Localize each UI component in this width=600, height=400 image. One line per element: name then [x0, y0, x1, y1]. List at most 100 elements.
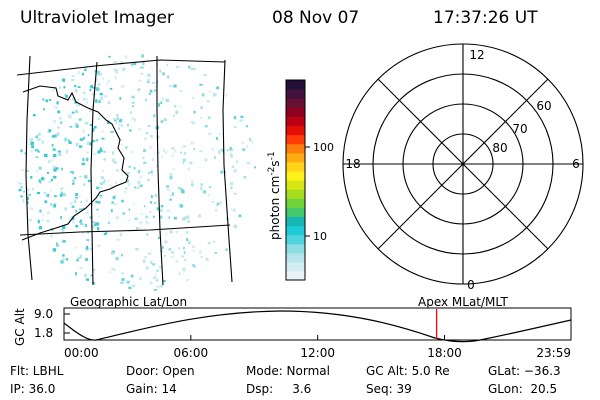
emission-speckle [72, 177, 75, 181]
emission-speckle [77, 71, 80, 75]
emission-speckle [96, 87, 100, 91]
emission-speckle [144, 256, 147, 258]
emission-speckle [67, 217, 70, 220]
emission-speckle [189, 161, 193, 165]
colorbar-cell [286, 170, 305, 181]
emission-speckle [193, 265, 197, 268]
emission-speckle [115, 239, 120, 241]
emission-speckle [132, 101, 135, 104]
emission-speckle [147, 125, 151, 127]
emission-speckle [149, 211, 152, 214]
emission-speckle [151, 173, 154, 176]
emission-speckle [188, 167, 190, 171]
emission-speckle [79, 208, 83, 211]
emission-speckle [82, 129, 85, 133]
emission-speckle [52, 88, 55, 91]
emission-speckle [83, 98, 86, 101]
emission-speckle [125, 179, 129, 183]
emission-speckle [53, 202, 57, 206]
emission-speckle [199, 186, 203, 191]
emission-speckle [56, 244, 60, 247]
emission-speckle [51, 144, 54, 147]
emission-speckle [26, 200, 29, 205]
emission-speckle [130, 111, 132, 114]
emission-speckle [73, 199, 76, 203]
emission-speckle [82, 157, 85, 161]
emission-speckle [207, 116, 211, 120]
emission-speckle [154, 201, 157, 205]
emission-speckle [78, 118, 82, 121]
emission-speckle [203, 74, 207, 77]
emission-speckle [66, 149, 68, 154]
emission-speckle [115, 257, 119, 261]
emission-speckle [194, 67, 196, 70]
emission-speckle [102, 169, 105, 172]
emission-speckle [214, 156, 216, 159]
emission-speckle [94, 223, 96, 227]
emission-speckle [131, 274, 134, 278]
emission-speckle [147, 78, 150, 83]
emission-speckle [152, 215, 155, 218]
emission-speckle [201, 93, 205, 97]
emission-speckle [53, 153, 57, 158]
emission-speckle [172, 192, 174, 196]
emission-speckle [58, 86, 61, 89]
emission-speckle [163, 255, 166, 257]
emission-speckle [111, 201, 114, 205]
colorbar-cell [286, 107, 305, 117]
emission-speckle [77, 256, 81, 260]
emission-speckle [211, 148, 214, 151]
emission-speckle [137, 170, 141, 174]
emission-speckle [99, 196, 103, 199]
emission-speckle [229, 147, 232, 151]
emission-speckle [99, 194, 103, 197]
emission-speckle [121, 199, 124, 203]
emission-speckle [131, 284, 136, 288]
emission-speckle [132, 203, 136, 206]
emission-speckle [20, 152, 23, 155]
emission-speckle [57, 126, 60, 129]
emission-speckle [101, 137, 105, 140]
emission-speckle [82, 72, 84, 76]
emission-speckle [53, 204, 56, 208]
emission-speckle [93, 125, 97, 129]
emission-speckle [130, 95, 135, 98]
colorbar-cell [286, 80, 305, 90]
emission-speckle [43, 191, 46, 195]
emission-speckle [149, 89, 153, 93]
emission-speckle [47, 130, 50, 134]
emission-speckle [127, 172, 131, 175]
colorbar-cell [286, 161, 305, 172]
emission-speckle [230, 207, 233, 210]
emission-speckle [42, 213, 45, 216]
emission-speckle [137, 179, 140, 183]
emission-speckle [46, 219, 50, 223]
emission-speckle [38, 179, 41, 183]
emission-speckle [169, 173, 173, 176]
emission-speckle [230, 186, 233, 190]
emission-speckle [109, 87, 113, 90]
emission-speckle [141, 213, 143, 215]
emission-speckle [85, 247, 89, 251]
info-glon: GLon: 20.5 [488, 382, 558, 396]
emission-speckle [215, 209, 217, 212]
emission-speckle [80, 219, 82, 222]
emission-speckle [79, 138, 83, 141]
colorbar-cell [286, 189, 305, 199]
emission-speckle [77, 86, 81, 88]
emission-speckle [188, 65, 191, 69]
emission-speckle [61, 187, 64, 189]
emission-speckle [139, 277, 142, 280]
emission-speckle [101, 77, 105, 80]
emission-speckle [62, 254, 65, 257]
emission-speckle [158, 236, 161, 239]
emission-speckle [159, 215, 163, 219]
colorbar-tick-label: 10 [313, 230, 327, 243]
emission-speckle [83, 136, 86, 140]
emission-speckle [137, 88, 140, 91]
emission-speckle [193, 147, 195, 150]
emission-speckle [191, 183, 194, 187]
info-mode: Mode: Normal [246, 364, 330, 378]
emission-speckle [97, 244, 101, 248]
